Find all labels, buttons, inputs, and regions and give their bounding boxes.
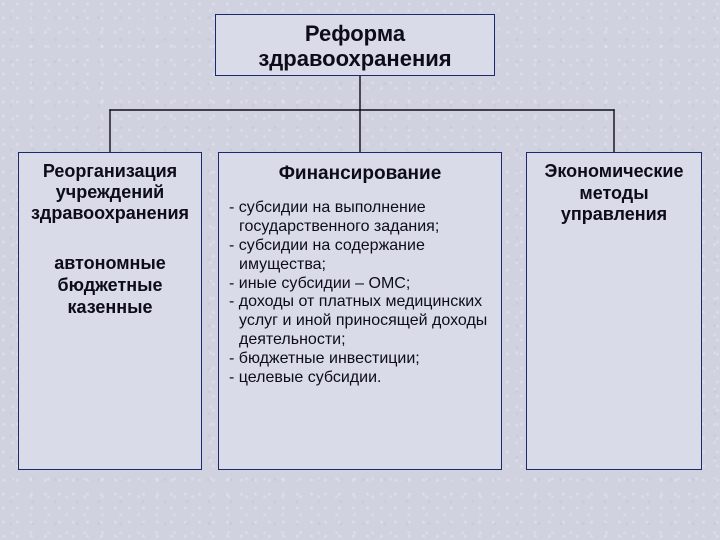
title-line-1: Реформа (220, 21, 490, 46)
left-heading-line-3: здравоохранения (27, 203, 193, 224)
title-box: Реформа здравоохранения (215, 14, 495, 76)
title-line-2: здравоохранения (220, 46, 490, 71)
right-heading: Экономические методы управления (535, 161, 693, 226)
left-item-3: казенные (27, 297, 193, 319)
left-heading-line-1: Реорганизация (27, 161, 193, 182)
mid-box: Финансирование - субсидии на выполнение … (218, 152, 502, 470)
left-heading: Реорганизация учреждений здравоохранения (27, 161, 193, 225)
right-heading-line-3: управления (535, 204, 693, 226)
mid-bullet: - иные субсидии – ОМС; (229, 275, 491, 294)
mid-bullet: - субсидии на выполнение государственног… (229, 199, 491, 237)
right-heading-line-1: Экономические (535, 161, 693, 183)
mid-bullet: - целевые субсидии. (229, 369, 491, 388)
mid-bullet: - бюджетные инвестиции; (229, 350, 491, 369)
left-item-1: автономные (27, 253, 193, 275)
left-heading-line-2: учреждений (27, 182, 193, 203)
right-heading-line-2: методы (535, 183, 693, 205)
mid-bullet: - субсидии на содержание имущества; (229, 237, 491, 275)
left-box: Реорганизация учреждений здравоохранения… (18, 152, 202, 470)
left-item-2: бюджетные (27, 275, 193, 297)
right-box: Экономические методы управления (526, 152, 702, 470)
mid-heading: Финансирование (229, 163, 491, 185)
mid-bullet: - доходы от платных медицинских услуг и … (229, 293, 491, 350)
mid-bullets: - субсидии на выполнение государственног… (229, 199, 491, 388)
left-items: автономные бюджетные казенные (27, 253, 193, 319)
